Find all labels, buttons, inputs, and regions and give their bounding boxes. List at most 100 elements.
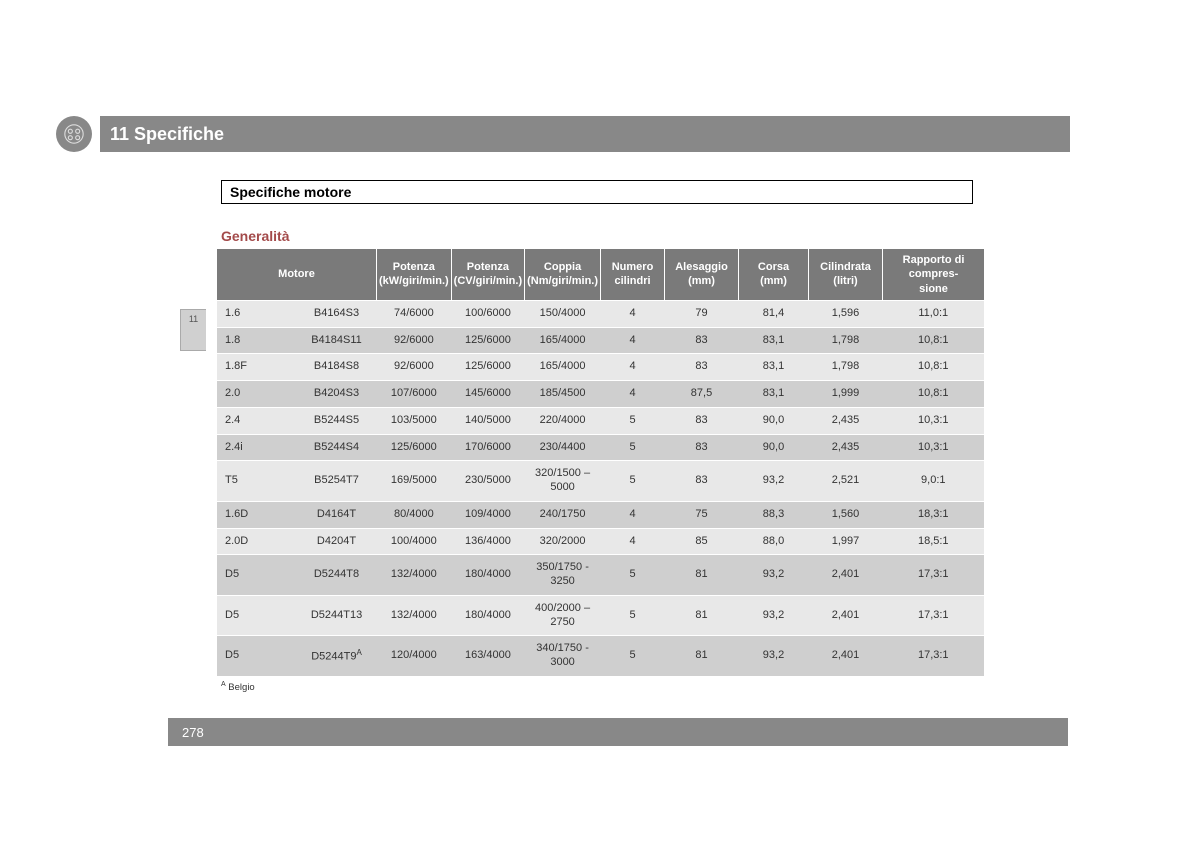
table-cell: 83,1: [739, 354, 809, 381]
table-cell: 2,401: [809, 555, 883, 596]
table-cell: 93,2: [739, 461, 809, 502]
table-cell: 185/4500: [525, 381, 601, 408]
table-cell: D5244T9A: [297, 636, 377, 677]
table-cell: 230/4400: [525, 434, 601, 461]
table-cell: 2,401: [809, 636, 883, 677]
table-header: Coppia(Nm/giri/min.): [525, 249, 601, 301]
table-header: Potenza(CV/giri/min.): [451, 249, 524, 301]
section-subheading: Generalità: [221, 228, 289, 244]
table-cell: 4: [601, 354, 665, 381]
table-cell: D5244T13: [297, 595, 377, 636]
table-cell: 1,560: [809, 501, 883, 528]
table-cell: 5: [601, 407, 665, 434]
table-header: Motore: [217, 249, 377, 301]
table-cell: 18,5:1: [883, 528, 985, 555]
table-cell: 83,1: [739, 327, 809, 354]
table-cell: 4: [601, 300, 665, 327]
table-cell: 320/2000: [525, 528, 601, 555]
table-cell: 120/4000: [377, 636, 452, 677]
table-cell: 350/1750 -3250: [525, 555, 601, 596]
table-cell: 2,401: [809, 595, 883, 636]
table-header: Potenza(kW/giri/min.): [377, 249, 452, 301]
chapter-side-tab: 11: [180, 309, 206, 351]
table-cell: 132/4000: [377, 595, 452, 636]
table-cell: 4: [601, 528, 665, 555]
table-header: Corsa(mm): [739, 249, 809, 301]
table-cell: 83: [665, 434, 739, 461]
table-cell: 80/4000: [377, 501, 452, 528]
table-cell: 83: [665, 461, 739, 502]
table-cell: 81: [665, 636, 739, 677]
table-cell: 125/6000: [451, 354, 524, 381]
table-cell: 100/4000: [377, 528, 452, 555]
table-cell: 340/1750 -3000: [525, 636, 601, 677]
table-cell: 165/4000: [525, 354, 601, 381]
table-cell: 83: [665, 327, 739, 354]
table-header: Alesaggio(mm): [665, 249, 739, 301]
table-cell: 1,999: [809, 381, 883, 408]
table-cell: 75: [665, 501, 739, 528]
table-cell: D4164T: [297, 501, 377, 528]
table-cell: 88,3: [739, 501, 809, 528]
table-cell: 100/6000: [451, 300, 524, 327]
table-cell: 5: [601, 555, 665, 596]
table-cell: 240/1750: [525, 501, 601, 528]
table-cell: 103/5000: [377, 407, 452, 434]
table-cell: 83: [665, 354, 739, 381]
table-cell: 2,521: [809, 461, 883, 502]
table-cell: 85: [665, 528, 739, 555]
table-header: Cilindrata(litri): [809, 249, 883, 301]
table-cell: 93,2: [739, 595, 809, 636]
table-cell: 2.4: [217, 407, 297, 434]
table-cell: 150/4000: [525, 300, 601, 327]
table-cell: 145/6000: [451, 381, 524, 408]
chapter-icon: [56, 116, 92, 152]
table-cell: 5: [601, 595, 665, 636]
table-cell: 18,3:1: [883, 501, 985, 528]
table-cell: D5244T8: [297, 555, 377, 596]
table-cell: 17,3:1: [883, 636, 985, 677]
table-cell: 1,798: [809, 327, 883, 354]
table-cell: 5: [601, 434, 665, 461]
table-cell: 83,1: [739, 381, 809, 408]
table-cell: 230/5000: [451, 461, 524, 502]
chapter-header-bar: 11 Specifiche: [100, 116, 1070, 152]
table-cell: B4184S8: [297, 354, 377, 381]
side-tab-label: 11: [189, 314, 198, 324]
table-cell: D5: [217, 636, 297, 677]
table-cell: 125/6000: [377, 434, 452, 461]
table-cell: 180/4000: [451, 595, 524, 636]
table-cell: 10,3:1: [883, 407, 985, 434]
table-cell: B5254T7: [297, 461, 377, 502]
table-cell: 1.8: [217, 327, 297, 354]
table-cell: 11,0:1: [883, 300, 985, 327]
table-cell: 2,435: [809, 407, 883, 434]
table-cell: 1.8F: [217, 354, 297, 381]
table-cell: B4164S3: [297, 300, 377, 327]
table-cell: 132/4000: [377, 555, 452, 596]
table-cell: 2.4i: [217, 434, 297, 461]
table-cell: 93,2: [739, 636, 809, 677]
table-cell: 17,3:1: [883, 595, 985, 636]
table-cell: D5: [217, 595, 297, 636]
table-cell: T5: [217, 461, 297, 502]
table-cell: 1,596: [809, 300, 883, 327]
table-cell: 10,8:1: [883, 327, 985, 354]
table-header: Rapporto di compres-sione: [883, 249, 985, 301]
table-cell: 2,435: [809, 434, 883, 461]
table-cell: 400/2000 –2750: [525, 595, 601, 636]
table-cell: 1,997: [809, 528, 883, 555]
table-cell: 81: [665, 595, 739, 636]
page-footer-bar: 278: [168, 718, 1068, 746]
table-cell: 136/4000: [451, 528, 524, 555]
page-number: 278: [182, 725, 204, 740]
table-cell: 10,8:1: [883, 381, 985, 408]
table-cell: 9,0:1: [883, 461, 985, 502]
table-cell: 17,3:1: [883, 555, 985, 596]
table-cell: 81: [665, 555, 739, 596]
table-cell: 2.0D: [217, 528, 297, 555]
table-cell: 92/6000: [377, 354, 452, 381]
table-cell: B5244S4: [297, 434, 377, 461]
table-cell: 107/6000: [377, 381, 452, 408]
table-cell: 1.6D: [217, 501, 297, 528]
